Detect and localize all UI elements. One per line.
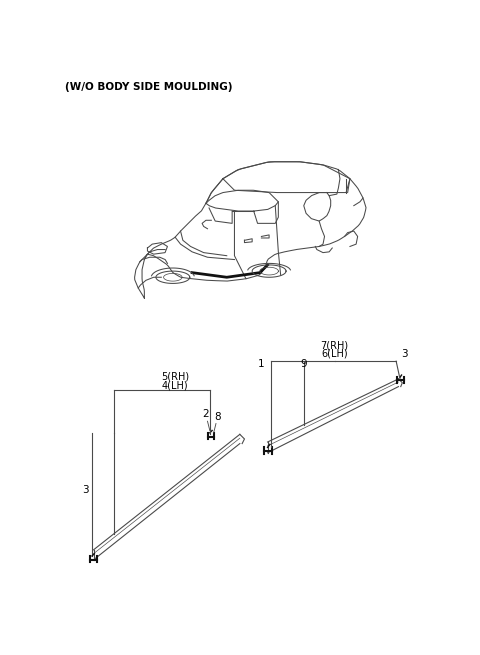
Text: 3: 3 [83,485,89,495]
Text: 7(RH): 7(RH) [321,340,348,350]
Text: 2: 2 [203,409,209,419]
Text: 1: 1 [258,360,264,369]
Text: 8: 8 [214,412,221,422]
Text: 3: 3 [401,349,408,360]
Text: 4(LH): 4(LH) [162,380,189,390]
Text: 5(RH): 5(RH) [161,371,189,382]
Text: 9: 9 [300,360,307,369]
Text: 6(LH): 6(LH) [321,348,348,358]
Text: (W/O BODY SIDE MOULDING): (W/O BODY SIDE MOULDING) [65,83,232,92]
